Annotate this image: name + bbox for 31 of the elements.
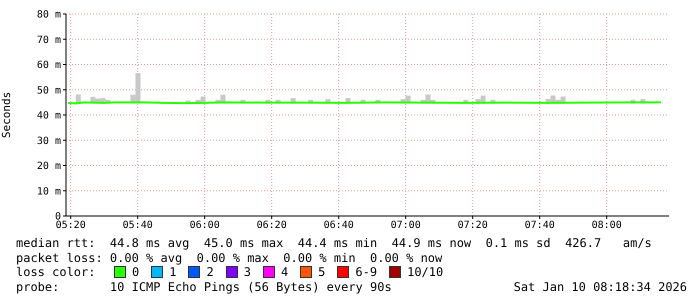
legend-label: 10/10 xyxy=(406,265,444,280)
legend-label: 0 xyxy=(131,265,140,280)
y-axis-title: Seconds xyxy=(0,92,13,138)
x-tick-label: 07:40 xyxy=(524,220,555,232)
y-tick-label: 80 m xyxy=(36,10,61,21)
text: median rtt: 44.8 ms avg 45.0 ms max 44.4 ms min 44.9 ms now 0.1 ms sd 426.7 am/s xyxy=(16,236,653,250)
y-tick-label: 50 m xyxy=(36,85,61,96)
legend-label: 3 xyxy=(242,265,251,280)
legend-label: 1 xyxy=(168,265,176,280)
text: probe: 10 ICMP Echo Pings (56 Bytes) every 90s xyxy=(16,280,392,294)
y-tick-label: 10 m xyxy=(36,186,61,198)
legend-label: 6-9 xyxy=(354,265,378,280)
x-tick-label: 05:40 xyxy=(122,220,153,232)
legend-label: 2 xyxy=(205,265,214,280)
x-tick-label: 06:40 xyxy=(324,220,354,232)
legend-label: 5 xyxy=(317,265,326,280)
y-tick-label: 40 m xyxy=(36,110,61,122)
y-tick-label: 20 m xyxy=(36,161,61,172)
y-tick-label: 70 m xyxy=(36,34,61,46)
x-tick-label: 07:00 xyxy=(390,220,421,232)
y-tick-label: 30 m xyxy=(36,136,61,147)
legend-label: 4 xyxy=(280,265,288,280)
text: Sat Jan 10 08:18:34 2026 xyxy=(514,280,687,294)
x-tick-label: 06:20 xyxy=(256,220,287,232)
legend-title: loss color: xyxy=(16,265,96,280)
x-tick-label: 08:00 xyxy=(592,220,622,232)
x-tick-label: 07:20 xyxy=(458,220,488,232)
x-tick-label: 06:00 xyxy=(190,220,220,232)
x-tick-label: 05:20 xyxy=(56,220,86,232)
y-tick-label: 60 m xyxy=(36,60,61,72)
text: packet loss: 0.00 % avg 0.00 % max 0.00 % min 0.00 % now xyxy=(16,250,444,265)
